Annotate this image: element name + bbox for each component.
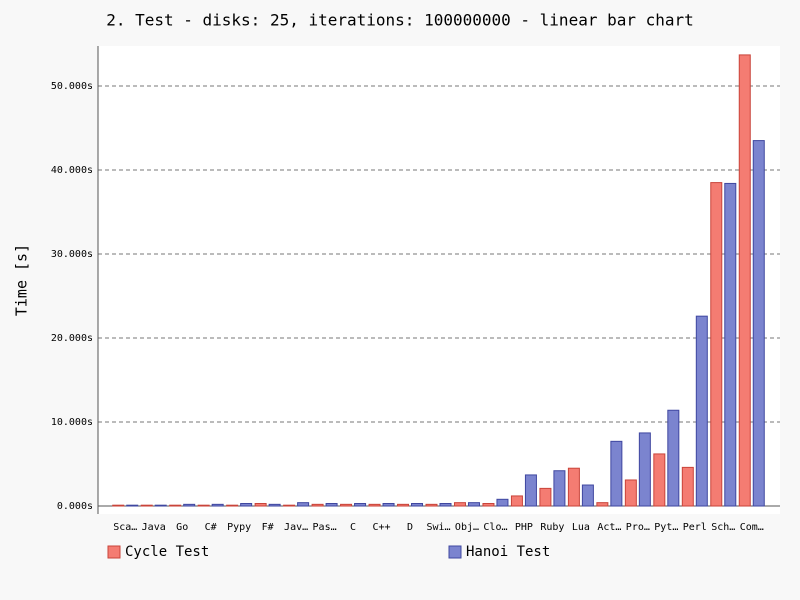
x-tick-label: Lua	[572, 522, 590, 533]
x-tick-label: Swi…	[426, 522, 450, 533]
bar	[340, 503, 353, 507]
bar	[297, 502, 310, 507]
x-tick-label: Clo…	[483, 522, 507, 533]
bar	[653, 453, 666, 507]
bar	[724, 182, 737, 507]
bar	[482, 502, 495, 507]
plot-area	[98, 46, 780, 514]
y-tick-label: 50.000s	[51, 81, 93, 92]
y-axis-title: Time [s]	[13, 244, 31, 316]
x-tick-label: Pypy	[227, 522, 251, 533]
bar	[169, 504, 182, 507]
bar	[211, 503, 224, 507]
legend-swatch	[107, 545, 121, 559]
x-tick-label: D	[407, 522, 413, 533]
bar	[738, 54, 751, 507]
x-tick-label: Java	[142, 522, 166, 533]
bar	[226, 504, 239, 507]
bar	[183, 503, 196, 507]
bar	[112, 504, 125, 507]
bar	[624, 479, 637, 507]
x-tick-label: Pyt…	[654, 522, 678, 533]
y-tick-label: 20.000s	[51, 333, 93, 344]
x-tick-label: Sca…	[113, 522, 137, 533]
bar	[510, 495, 523, 507]
bar	[695, 315, 708, 507]
bar	[354, 502, 367, 507]
x-tick-label: C	[350, 522, 356, 533]
legend-label: Hanoi Test	[466, 544, 550, 560]
bar	[638, 432, 651, 507]
bar	[596, 502, 609, 507]
y-tick-label: 30.000s	[51, 249, 93, 260]
bar	[610, 440, 623, 507]
bar	[453, 502, 466, 507]
x-tick-label: Act…	[597, 522, 621, 533]
legend-label: Cycle Test	[125, 544, 209, 560]
bar	[240, 502, 253, 507]
bar	[496, 498, 509, 507]
bar	[425, 503, 438, 507]
x-tick-label: Perl	[683, 522, 707, 533]
x-tick-label: Go	[176, 522, 188, 533]
bar	[397, 503, 410, 507]
bar	[268, 503, 281, 507]
legend-swatch	[448, 545, 462, 559]
y-tick-label: 10.000s	[51, 417, 93, 428]
bar	[752, 140, 765, 507]
bar	[581, 484, 594, 507]
bar	[710, 182, 723, 507]
x-tick-label: Jav…	[284, 522, 308, 533]
x-tick-label: Com…	[740, 522, 764, 533]
bar	[283, 504, 296, 507]
bar	[681, 466, 694, 507]
x-tick-label: Pro…	[626, 522, 650, 533]
bar	[126, 504, 139, 507]
chart-title: 2. Test - disks: 25, iterations: 1000000…	[106, 11, 694, 30]
bar	[567, 467, 580, 507]
bar	[539, 487, 552, 507]
bar	[311, 503, 324, 507]
x-tick-label: Pas…	[313, 522, 337, 533]
bar	[439, 502, 452, 507]
bar	[368, 503, 381, 507]
x-tick-label: Obj…	[455, 522, 479, 533]
bar	[467, 502, 480, 507]
bar	[382, 502, 395, 507]
bar	[411, 502, 424, 507]
y-tick-label: 0.000s	[57, 501, 93, 512]
x-tick-label: C++	[373, 522, 391, 533]
bar	[524, 474, 537, 507]
bar	[197, 504, 210, 507]
x-tick-label: F#	[262, 522, 274, 533]
bar	[254, 502, 267, 507]
x-tick-label: PHP	[515, 522, 533, 533]
y-tick-label: 40.000s	[51, 165, 93, 176]
bar	[325, 502, 338, 507]
bar	[553, 470, 566, 507]
x-tick-label: Sch…	[711, 522, 735, 533]
x-tick-label: Ruby	[540, 522, 564, 533]
bar	[667, 409, 680, 507]
bar	[140, 504, 153, 507]
x-tick-label: C#	[205, 522, 217, 533]
bar	[154, 504, 167, 507]
